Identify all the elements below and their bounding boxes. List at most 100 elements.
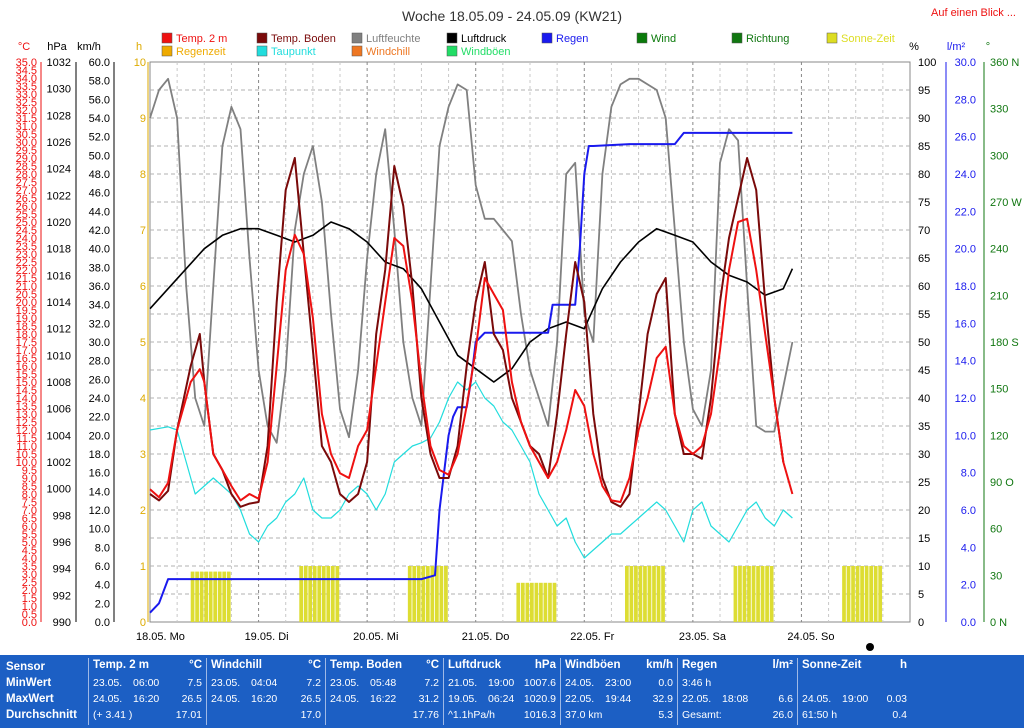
- axis-tick-label: 7.5: [22, 497, 37, 509]
- stats-column: Temp. Boden °C 23.05. 05:48 7.2 24.05. 16:22 31…: [330, 655, 445, 728]
- stats-column: Temp. 2 m °C 23.05. 06:00 7.5 24.05. 16:20 26.5…: [93, 655, 208, 728]
- luftfeuchte-line: [149, 77, 794, 444]
- axis-tick-label: 46.0: [89, 188, 110, 200]
- axis-tick-label: 50: [918, 337, 930, 349]
- stats-value: 7.2: [424, 677, 439, 689]
- sun-bar: [625, 566, 629, 622]
- stats-column-unit: hPa: [534, 659, 556, 671]
- axis-tick-label: 16.0: [16, 361, 37, 373]
- axis-tick-label: 33.0: [16, 89, 37, 101]
- axis-tick-label: 26.0: [89, 374, 110, 386]
- stats-value: 17.0: [300, 709, 321, 721]
- sun-bar: [864, 566, 869, 622]
- stats-time: 16:20: [133, 693, 160, 705]
- axis-tick-label: 1018: [47, 244, 71, 256]
- sun-bar: [751, 566, 756, 622]
- legend-swatch: [541, 32, 553, 44]
- axis-tick-label: 1024: [47, 164, 71, 176]
- legend-label: Regenzeit: [176, 46, 226, 58]
- axis-tick-label: 26.0: [955, 132, 976, 144]
- axis-tick-label: 13.5: [16, 401, 37, 413]
- stats-row-label: MaxWert: [6, 693, 54, 705]
- legend-label: Wind: [651, 33, 676, 45]
- axis-tick-label: 85: [918, 141, 930, 153]
- axis-tick-label: 38.0: [89, 262, 110, 274]
- x-day-label: 19.05. Di: [245, 631, 289, 643]
- stats-row: 17.76: [330, 709, 445, 723]
- stats-row: Gesamt: 26.0: [682, 709, 799, 723]
- axis-tick-label: 10.0: [16, 457, 37, 469]
- stats-date: 21.05.: [448, 677, 478, 689]
- stats-time: 19:44: [605, 693, 632, 705]
- axis-tick-label: 30.0: [89, 337, 110, 349]
- stats-column-unit: °C: [426, 659, 439, 671]
- axis-tick-label: 10: [134, 57, 146, 69]
- axis-tick-label: 25: [918, 477, 930, 489]
- axis-tick-label: 28.0: [16, 169, 37, 181]
- axis-tick-label: 19.5: [16, 305, 37, 317]
- weather-chart: Woche 18.05.09 - 24.05.09 (KW21) Auf ein…: [15, 7, 1023, 651]
- sun-bar: [765, 566, 769, 622]
- sun-bar: [299, 566, 304, 622]
- stats-row: 24.05. 16:20 26.5: [93, 693, 208, 707]
- overview-link[interactable]: Auf einen Blick ...: [931, 7, 1016, 19]
- axis-tick-label: 1020: [47, 217, 71, 229]
- sun-bar: [516, 582, 521, 622]
- axis-tick-label: 1016: [47, 270, 71, 282]
- statistics-table: Sensor MinWert MaxWert Durchschnitt Temp. 2 …: [0, 655, 1024, 728]
- axis-tick-label: 12.0: [89, 505, 110, 517]
- axis-tick-label: 24.5: [16, 225, 37, 237]
- sun-bar: [534, 582, 539, 622]
- x-day-label: 22.05. Fr: [570, 631, 614, 643]
- axis-tick-label: 18.5: [16, 321, 37, 333]
- axis-tick-label: 22.0: [955, 206, 976, 218]
- axis-tick-label: 1.5: [22, 593, 37, 605]
- axis-tick-label: 1028: [47, 110, 71, 122]
- axis-tick-label: 2: [140, 505, 146, 517]
- stats-separator: [325, 658, 326, 725]
- axis-tick-label: 10.0: [955, 430, 976, 442]
- legend-label: Luftdruck: [461, 33, 507, 45]
- stats-value: 17.76: [412, 709, 439, 721]
- stats-column-header: Windchill °C: [211, 659, 327, 675]
- stats-value: 31.2: [418, 693, 439, 705]
- sun-bar: [520, 582, 525, 622]
- sun-bar: [444, 566, 448, 622]
- axis-tick-label: 1012: [47, 324, 71, 336]
- axis-tick-label: 7: [140, 225, 146, 237]
- axis-tick-label: 9.5: [22, 465, 37, 477]
- sun-bar: [421, 566, 426, 622]
- stats-separator: [443, 658, 444, 725]
- stats-column-title: Windchill: [211, 659, 263, 671]
- stats-date: 61:50 h: [802, 709, 838, 721]
- sun-bar: [199, 571, 204, 622]
- sun-bar: [416, 566, 421, 622]
- axis-tick-label: 22.0: [16, 265, 37, 277]
- stats-time: 16:20: [251, 693, 278, 705]
- stats-column-header: Temp. Boden °C: [330, 659, 445, 675]
- stats-separator: [677, 658, 678, 725]
- sun-bar: [335, 566, 340, 622]
- stats-row: (+ 3.41 ) 17.01: [93, 709, 208, 723]
- axis-tick-label: 20.0: [89, 430, 110, 442]
- axis-unit: h: [136, 41, 142, 53]
- axis-tick-label: 10: [918, 561, 930, 573]
- axis-tick-label: 994: [53, 564, 71, 576]
- axis-tick-label: 4.5: [22, 545, 37, 557]
- stats-time: 18:08: [722, 693, 749, 705]
- axis-tick-label: 360 N: [990, 57, 1019, 69]
- axis-tick-label: 28.0: [955, 94, 976, 106]
- axis-tick-label: 48.0: [89, 169, 110, 181]
- sun-bar: [204, 571, 209, 622]
- axis-tick-label: 23.5: [16, 241, 37, 253]
- axis-tick-label: 30.0: [955, 57, 976, 69]
- axis-tick-label: 12.0: [16, 425, 37, 437]
- axis-unit: °: [986, 41, 990, 53]
- luftdruck-line: [149, 221, 794, 383]
- legend-label: Taupunkt: [271, 46, 316, 58]
- axis-tick-label: 14.5: [16, 385, 37, 397]
- taupunkt-line: [149, 381, 793, 559]
- axis-tick-label: 6.0: [95, 561, 110, 573]
- sun-bar: [435, 566, 439, 622]
- sun-bar: [873, 566, 878, 622]
